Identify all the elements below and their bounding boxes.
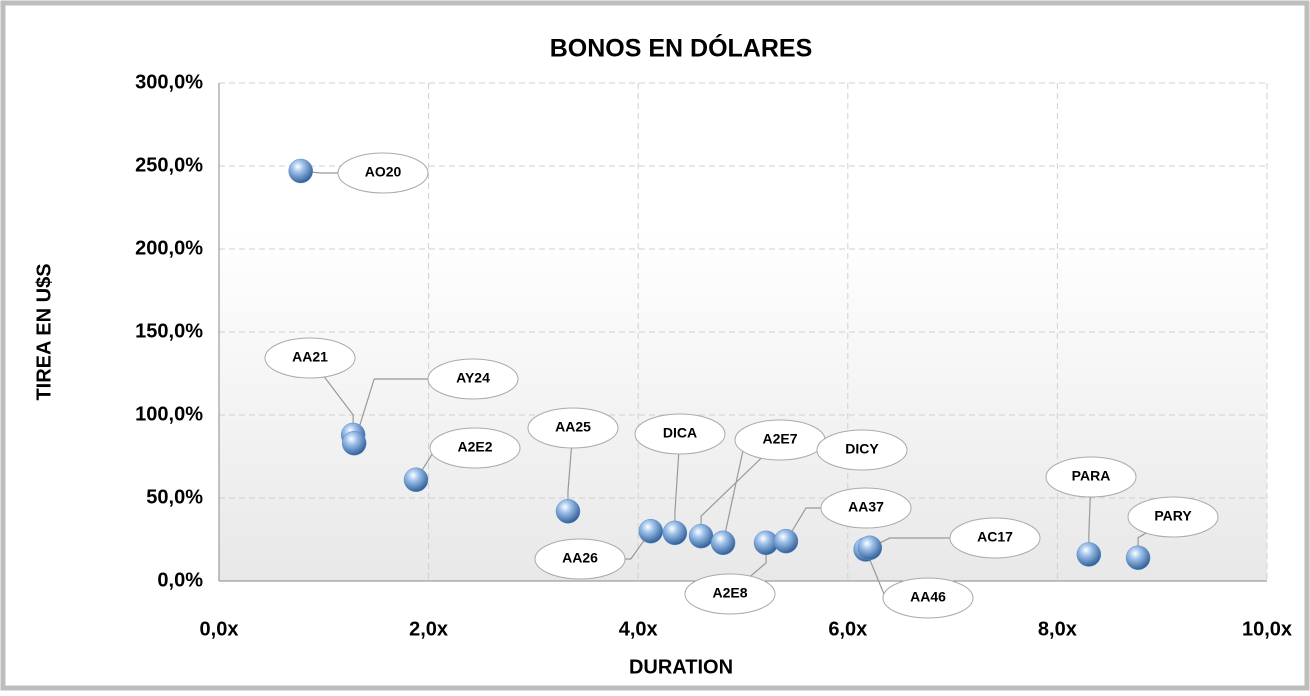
label-bubble (527, 407, 619, 449)
point (341, 430, 367, 456)
point (1076, 542, 1102, 567)
point-label: AA37 (848, 499, 884, 515)
point-label: PARA (1072, 468, 1111, 484)
y-tick-label: 250,0% (135, 154, 203, 176)
point (688, 523, 714, 549)
label-bubble (816, 429, 908, 471)
point-label: AA46 (910, 589, 946, 605)
point (857, 535, 883, 561)
point (555, 499, 581, 524)
point-label: AY24 (456, 370, 490, 386)
x-tick-label: 2,0x (409, 618, 448, 640)
point-label: AA21 (292, 349, 328, 365)
y-tick-label: 50,0% (146, 486, 203, 508)
y-tick-label: 100,0% (135, 403, 203, 425)
point (662, 520, 688, 546)
x-tick-label: 10,0x (1242, 618, 1292, 640)
point-label: A2E2 (457, 439, 492, 455)
label-bubble (337, 152, 429, 194)
x-tick-label: 6,0x (828, 618, 867, 640)
point-label: A2E7 (762, 431, 797, 447)
point-label: AO20 (365, 164, 402, 180)
label-bubble (264, 337, 356, 379)
point-label: AA25 (555, 419, 591, 435)
chart-title: BONOS EN DÓLARES (550, 33, 813, 63)
point (403, 467, 429, 492)
x-tick-label: 0,0x (200, 618, 239, 640)
label-bubble (534, 538, 626, 580)
label-bubble (820, 487, 912, 529)
label-bubble (1045, 456, 1137, 498)
point (710, 530, 736, 556)
y-tick-label: 200,0% (135, 237, 203, 259)
label-bubble (634, 413, 726, 455)
point-label: AC17 (977, 529, 1013, 545)
point (773, 528, 799, 554)
y-tick-label: 150,0% (135, 320, 203, 342)
point (638, 518, 664, 544)
point-label: PARY (1154, 508, 1192, 524)
point (1125, 545, 1151, 571)
y-axis-label: TIREA EN U$S (33, 263, 55, 400)
label-bubble (427, 358, 519, 400)
label-bubble (429, 427, 521, 469)
x-tick-label: 4,0x (619, 618, 658, 640)
x-axis-label: DURATION (629, 656, 733, 678)
point-label: AA26 (562, 550, 598, 566)
point-label: DICA (663, 425, 697, 441)
y-tick-label: 300,0% (135, 71, 203, 93)
label-bubble (882, 577, 974, 619)
point-label: DICY (845, 441, 879, 457)
label-bubble (1127, 496, 1219, 538)
label-bubble (949, 517, 1041, 559)
y-tick-label: 0,0% (157, 569, 203, 591)
x-tick-label: 8,0x (1038, 618, 1077, 640)
label-bubble (684, 573, 776, 615)
point-label: A2E8 (712, 585, 747, 601)
point (288, 158, 313, 184)
